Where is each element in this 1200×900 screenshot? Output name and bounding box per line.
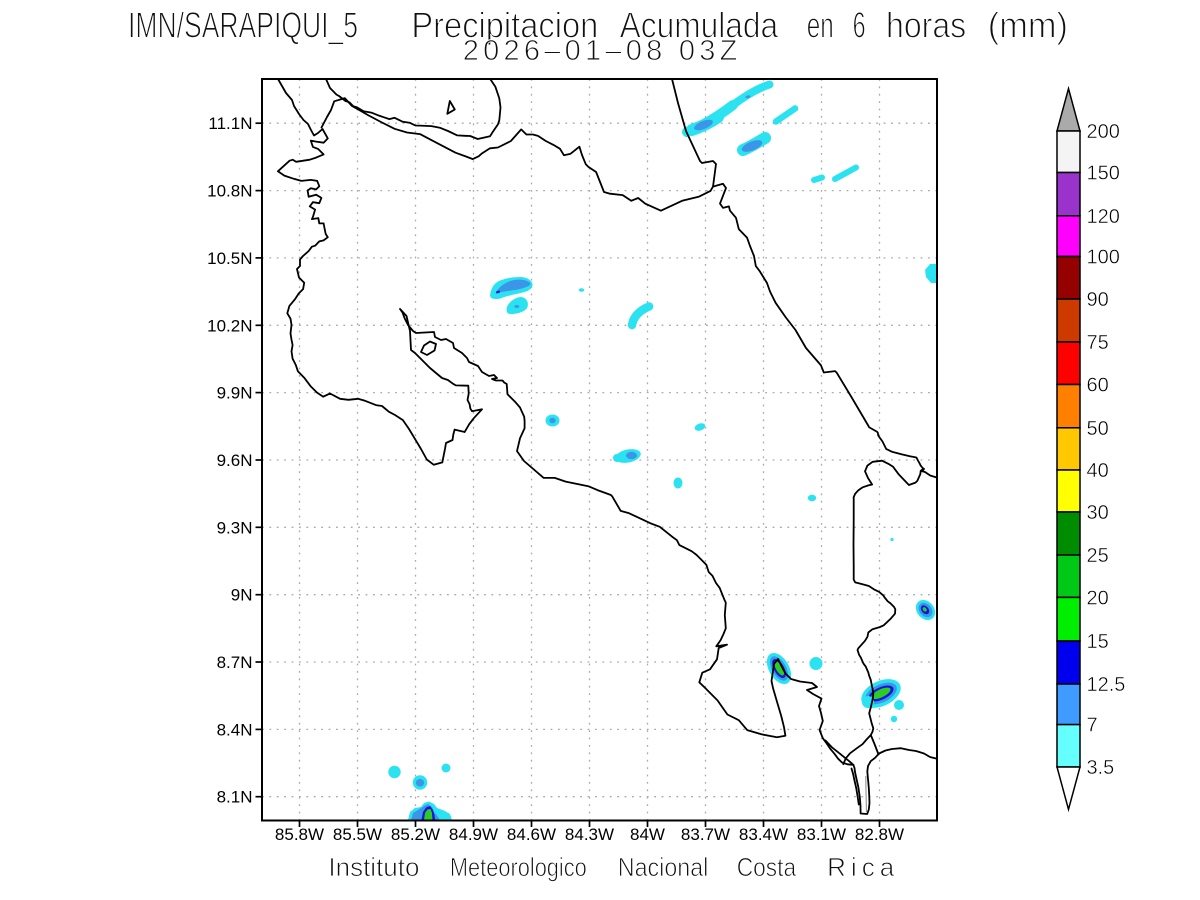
svg-text:90: 90 — [1087, 289, 1109, 311]
svg-text:200: 200 — [1087, 121, 1120, 143]
svg-text:IMN/SARAPIQUI_5: IMN/SARAPIQUI_5 — [128, 5, 358, 46]
svg-text:83.1W: 83.1W — [797, 825, 846, 844]
svg-text:84.9W: 84.9W — [449, 825, 498, 844]
svg-text:150: 150 — [1087, 163, 1120, 185]
svg-text:3.5: 3.5 — [1087, 757, 1115, 779]
svg-text:Nacional: Nacional — [618, 852, 709, 882]
svg-text:84W: 84W — [630, 825, 665, 844]
svg-text:9.6N: 9.6N — [217, 451, 253, 470]
svg-text:84.3W: 84.3W — [565, 825, 614, 844]
svg-text:85.8W: 85.8W — [275, 825, 324, 844]
svg-text:8.7N: 8.7N — [217, 653, 253, 672]
svg-text:40: 40 — [1087, 460, 1109, 482]
svg-text:85.5W: 85.5W — [333, 825, 382, 844]
svg-text:7: 7 — [1087, 715, 1098, 737]
svg-text:84.6W: 84.6W — [507, 825, 556, 844]
svg-text:Meteorologico: Meteorologico — [450, 852, 587, 882]
svg-text:9.9N: 9.9N — [217, 384, 253, 403]
svg-text:9N: 9N — [231, 586, 253, 605]
svg-text:12.5: 12.5 — [1087, 674, 1126, 696]
svg-text:10.8N: 10.8N — [207, 182, 252, 201]
svg-text:Costa: Costa — [737, 852, 797, 882]
svg-text:120: 120 — [1087, 206, 1120, 228]
svg-text:Rica: Rica — [827, 852, 895, 882]
svg-text:83.7W: 83.7W — [681, 825, 730, 844]
svg-text:50: 50 — [1087, 418, 1109, 440]
svg-text:75: 75 — [1087, 332, 1109, 354]
svg-text:en: en — [807, 5, 834, 46]
svg-text:15: 15 — [1087, 631, 1109, 653]
svg-text:85.2W: 85.2W — [391, 825, 440, 844]
svg-text:10.5N: 10.5N — [207, 249, 252, 268]
svg-text:100: 100 — [1087, 247, 1120, 269]
svg-text:10.2N: 10.2N — [207, 316, 252, 335]
svg-text:horas: horas — [886, 5, 966, 46]
svg-text:8.1N: 8.1N — [217, 788, 253, 807]
svg-text:Acumulada: Acumulada — [620, 5, 779, 46]
svg-text:20: 20 — [1087, 587, 1109, 609]
svg-text:Precipitacion: Precipitacion — [411, 5, 598, 46]
svg-text:60: 60 — [1087, 375, 1109, 397]
svg-text:2026–01–08 03Z: 2026–01–08 03Z — [463, 35, 738, 67]
svg-text:30: 30 — [1087, 502, 1109, 524]
svg-text:83.4W: 83.4W — [739, 825, 788, 844]
svg-text:Instituto: Instituto — [328, 852, 419, 882]
svg-text:6: 6 — [853, 5, 866, 46]
svg-text:82.8W: 82.8W — [855, 825, 904, 844]
svg-text:9.3N: 9.3N — [217, 518, 253, 537]
svg-text:11.1N: 11.1N — [208, 114, 252, 133]
svg-text:(mm): (mm) — [988, 5, 1068, 46]
svg-text:8.4N: 8.4N — [217, 720, 253, 739]
svg-text:25: 25 — [1087, 545, 1109, 567]
